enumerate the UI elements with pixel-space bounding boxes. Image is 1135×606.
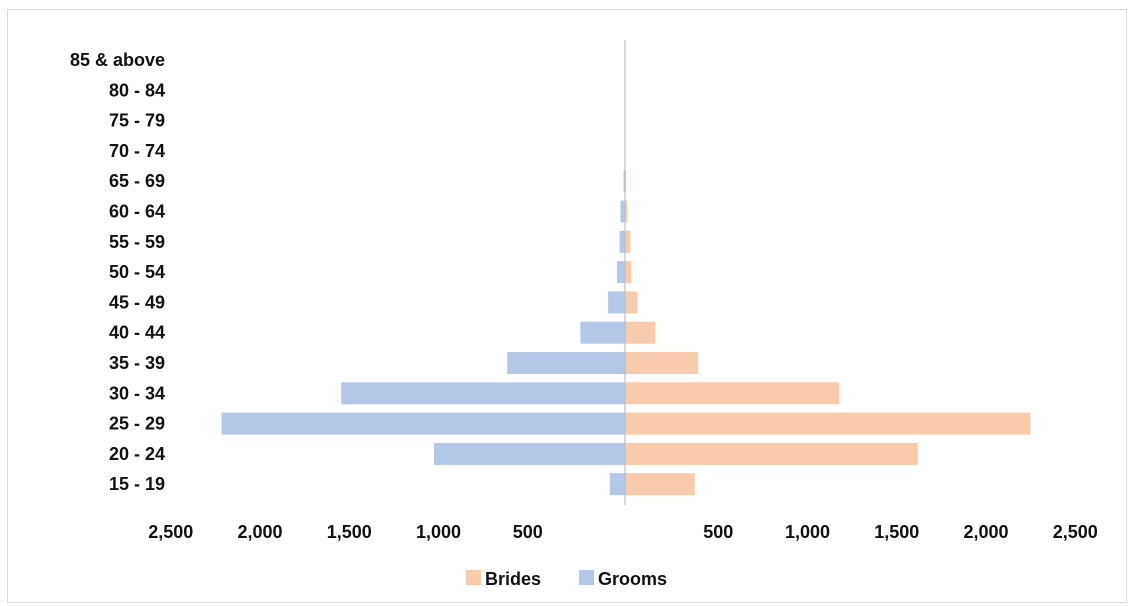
bar-grooms: [619, 230, 625, 253]
legend: Brides Grooms: [466, 569, 667, 589]
bar-grooms: [623, 170, 625, 193]
bar-brides: [625, 382, 840, 405]
category-label: 75 - 79: [109, 111, 165, 131]
category-label: 60 - 64: [109, 202, 165, 222]
bar-grooms: [608, 291, 625, 314]
x-tick-label-left: 2,000: [237, 522, 282, 542]
legend-label-brides: Brides: [485, 569, 541, 589]
category-label: 50 - 54: [109, 262, 165, 282]
category-label: 70 - 74: [109, 141, 165, 161]
category-label: 45 - 49: [109, 292, 165, 312]
x-tick-label-right: 1,000: [785, 522, 830, 542]
bar-grooms: [620, 200, 625, 223]
bar-grooms: [580, 321, 625, 344]
chart-frame: [7, 9, 1127, 603]
category-label: 85 & above: [70, 50, 165, 70]
category-label: 25 - 29: [109, 414, 165, 434]
legend-label-grooms: Grooms: [598, 569, 667, 589]
bar-brides: [625, 230, 631, 253]
x-tick-label-left: 2,500: [148, 522, 193, 542]
bar-grooms: [507, 352, 625, 374]
bar-grooms: [341, 382, 625, 405]
bar-grooms: [616, 261, 625, 284]
bar-brides: [625, 412, 1031, 435]
bar-brides: [625, 291, 638, 314]
x-tick-label-left: 500: [513, 522, 543, 542]
bar-grooms: [221, 412, 625, 435]
brides-bars: [625, 170, 1031, 496]
x-tick-label-right: 2,000: [963, 522, 1008, 542]
category-labels: 15 - 19 20 - 24 25 - 29 30 - 34 35 - 39 40 - …: [70, 50, 165, 494]
x-tick-label-left: 1,000: [416, 522, 461, 542]
category-label: 20 - 24: [109, 444, 165, 464]
bar-brides: [625, 200, 628, 223]
legend-swatch-grooms: [579, 570, 594, 585]
category-label: 55 - 59: [109, 232, 165, 252]
bar-grooms: [434, 442, 625, 465]
x-tick-label-right: 1,500: [874, 522, 919, 542]
category-label: 30 - 34: [109, 383, 165, 403]
category-label: 80 - 84: [109, 80, 165, 100]
bar-brides: [625, 321, 656, 344]
grooms-bars: [221, 170, 625, 496]
category-label: 35 - 39: [109, 353, 165, 373]
legend-swatch-brides: [466, 570, 481, 585]
x-tick-labels: 2,500 2,000 1,500 1,000 500 500 1,000 1,500 2,00…: [148, 522, 1098, 542]
bar-brides: [625, 261, 632, 284]
bar-brides: [625, 442, 918, 465]
bar-brides: [625, 473, 695, 496]
bar-grooms: [609, 473, 625, 496]
x-tick-label-right: 500: [703, 522, 733, 542]
x-tick-label-left: 1,500: [327, 522, 372, 542]
bar-brides: [625, 352, 699, 374]
x-tick-label-right: 2,500: [1053, 522, 1098, 542]
category-label: 15 - 19: [109, 474, 165, 494]
category-label: 65 - 69: [109, 171, 165, 191]
category-label: 40 - 44: [109, 323, 165, 343]
